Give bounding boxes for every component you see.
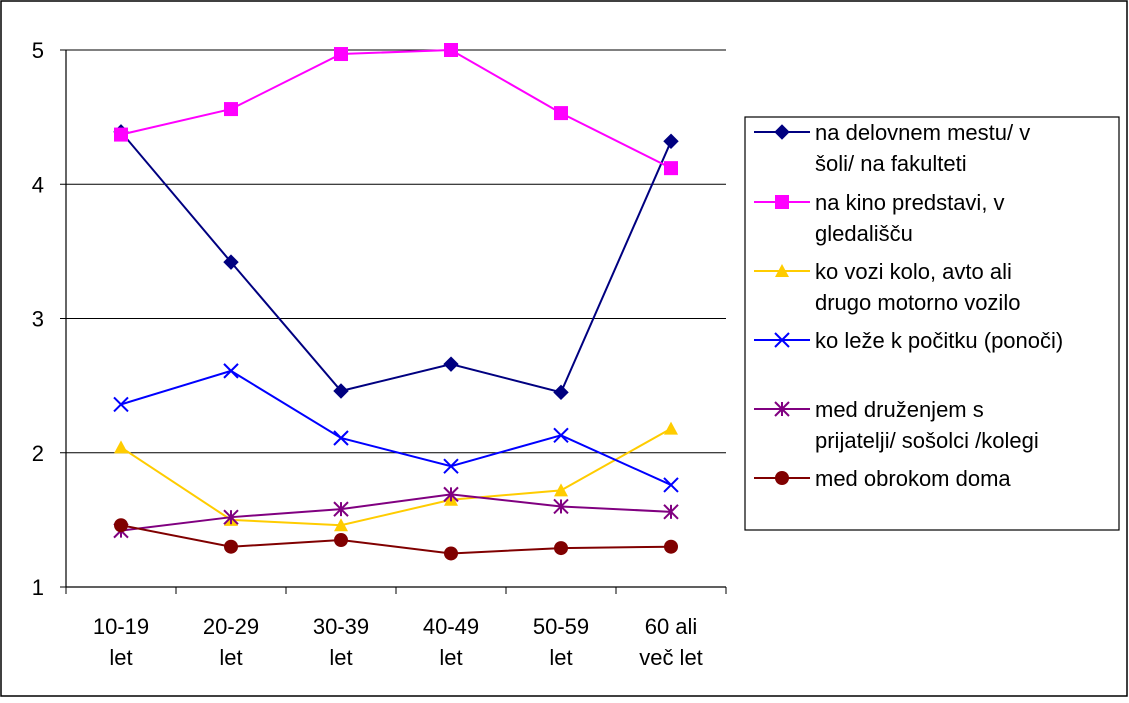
data-point-5-2 [334,533,348,548]
x-tick-label-5-0: 60 ali [645,614,698,639]
series-4 [113,486,679,539]
data-point-4-4 [553,498,569,515]
data-point-5-5 [664,539,678,554]
legend-label-4-1: prijatelji/ sošolci /kolegi [815,428,1039,453]
legend-label-0-0: na delovnem mestu/ v [815,120,1030,145]
series-2 [114,421,678,532]
data-point-3-5-stroke-b [663,477,679,493]
data-point-3-0-stroke-b [113,396,129,413]
data-point-4-5 [663,504,679,520]
legend-swatch-marker-5 [775,471,789,485]
x-tick-label-4-0: 50-59 [533,614,589,639]
data-point-3-3-stroke-b [443,458,459,474]
data-point-3-4-stroke-b [553,427,569,444]
data-point-1-4 [554,106,568,121]
x-tick-label-2-1: let [329,645,352,670]
data-point-5-4 [554,541,568,556]
data-point-1-5 [664,161,678,176]
series-1 [114,43,678,176]
y-tick-label-1: 1 [32,575,44,600]
data-point-3-2-stroke-b [333,430,349,446]
y-tick-label-5: 5 [32,38,44,63]
legend-swatch-marker-3-stroke-b [774,332,790,348]
series-5 [114,518,678,561]
legend-label-2-1: drugo motorno vozilo [815,290,1020,315]
legend-swatch-marker-0 [774,124,790,140]
x-tick-label-2-0: 30-39 [313,614,369,639]
data-point-1-2 [334,47,348,62]
legend-entry-3: ko leže k počitku (ponoči) [754,328,1063,353]
legend-entry-0: na delovnem mestu/ v šoli/ na fakulteti [754,120,1030,176]
legend-label-1-1: gledališču [815,221,913,246]
legend-label-5-0: med obrokom doma [815,466,1011,491]
legend-swatch-marker-1 [775,195,789,209]
data-point-3-2 [333,430,349,446]
data-point-4-3 [443,486,459,503]
legend-label-4-0: med druženjem s [815,397,984,422]
series-line-1 [120,48,672,170]
legend-entry-4: med druženjem s prijatelji/ sošolci /kole… [754,397,1039,453]
data-point-3-4 [553,427,569,444]
legend-swatch-marker-4 [774,401,790,417]
data-point-3-1-stroke-b [223,363,239,379]
data-point-5-0 [114,518,128,533]
axes: 1 2 3 4 5 10-19 let 20-29 let 30-39 let 40-49 let 50-… [32,38,727,670]
series-line-0 [120,131,672,394]
data-point-3-5 [663,477,679,493]
data-point-5-3 [444,546,458,561]
data-point-0-1 [223,254,239,270]
series-line-2 [120,427,672,527]
series-line-3 [120,369,672,486]
x-tick-label-1-0: 20-29 [203,614,259,639]
legend-label-3-0: ko leže k počitku (ponoči) [815,328,1063,353]
legend-label-1-0: na kino predstavi, v [815,190,1005,215]
series-line-5 [120,524,672,555]
series-lines [113,43,679,561]
series-3 [113,363,679,493]
data-point-2-0 [114,440,128,454]
data-point-1-0 [114,127,128,142]
x-tick-label-0-0: 10-19 [93,614,149,639]
data-point-3-0 [113,396,129,413]
data-point-1-3 [444,43,458,57]
x-tick-label-1-1: let [219,645,242,670]
x-tick-label-4-1: let [549,645,572,670]
data-point-1-1 [224,102,238,117]
data-point-2-2 [334,518,348,532]
legend-label-2-0: ko vozi kolo, avto ali [815,259,1012,284]
data-point-3-3 [443,458,459,474]
legend-swatch-marker-3 [774,332,790,348]
y-tick-label-4: 4 [32,172,44,197]
legend-entry-2: ko vozi kolo, avto ali drugo motorno vozi… [754,259,1020,315]
data-point-3-1 [223,363,239,379]
data-point-0-5 [663,133,679,149]
data-point-4-2 [333,501,349,517]
y-tick-label-2: 2 [32,441,44,466]
data-point-4-1 [223,509,239,525]
data-point-0-2 [333,383,349,399]
legend-entry-5: med obrokom doma [754,466,1011,491]
data-point-2-4 [554,483,568,497]
x-tick-label-3-0: 40-49 [423,614,479,639]
data-point-0-4 [553,384,569,401]
series-line-4 [120,493,672,532]
x-tick-label-0-1: let [109,645,132,670]
legend-label-0-1: šoli/ na fakulteti [815,151,967,176]
y-tick-label-3: 3 [32,307,44,332]
legend-box [744,116,1120,531]
legend-swatch-marker-2 [775,264,789,277]
legend-entry-1: na kino predstavi, v gledališču [754,190,1005,246]
x-tick-label-3-1: let [439,645,462,670]
data-point-0-3 [443,356,459,372]
data-point-5-1 [224,539,238,554]
data-point-2-5 [664,421,678,435]
x-tick-label-5-1: več let [639,645,703,670]
